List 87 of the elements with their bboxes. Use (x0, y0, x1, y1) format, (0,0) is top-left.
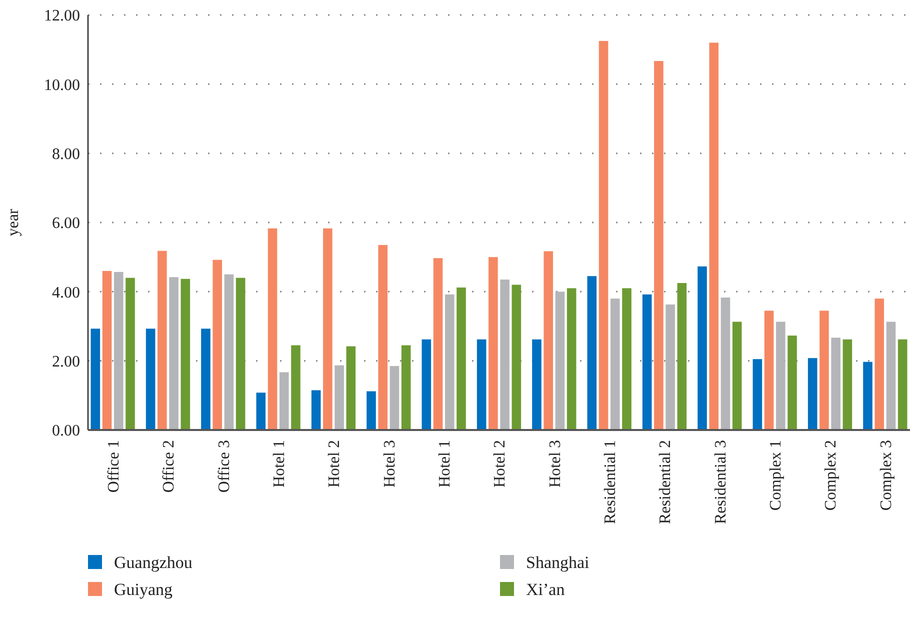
bar (456, 288, 466, 430)
bar (334, 365, 344, 430)
y-tick-label: 8.00 (52, 146, 80, 163)
bar (169, 277, 178, 430)
legend-label: Xi’an (526, 580, 566, 599)
y-tick-label: 10.00 (44, 76, 80, 94)
x-tick-label: Complex 2 (822, 440, 840, 511)
bar (323, 228, 332, 430)
bar (279, 372, 289, 430)
y-tick-label: 6.00 (52, 215, 80, 232)
bar (709, 42, 719, 430)
bar (126, 278, 135, 430)
bar (720, 298, 730, 430)
x-tick-label: Hotel 3 (381, 440, 398, 488)
bar (291, 345, 300, 430)
y-tick-label: 0.00 (52, 422, 80, 440)
bar (842, 339, 852, 430)
bar (544, 251, 554, 430)
bar (886, 322, 896, 430)
bar (598, 40, 608, 430)
bar (874, 298, 884, 430)
legend-label: Guiyang (114, 580, 174, 599)
bar (666, 304, 675, 430)
bar (488, 257, 498, 430)
bar (500, 280, 510, 430)
bar (444, 294, 454, 430)
bar (555, 292, 565, 430)
bar (532, 339, 542, 430)
x-tick-label: Residential 3 (712, 440, 730, 524)
bar (366, 391, 376, 430)
bar (764, 310, 774, 430)
bar (422, 339, 432, 430)
y-tick-label: 2.00 (52, 353, 80, 370)
x-tick-label: Residential 1 (602, 440, 619, 524)
x-tick-label: Hotel 2 (326, 440, 344, 488)
x-tick-label: Hotel 1 (436, 440, 454, 488)
bar (236, 278, 246, 430)
legend-label: Shanghai (526, 552, 590, 572)
bar (587, 276, 597, 430)
bar (566, 288, 576, 430)
bar (677, 283, 687, 430)
bar (610, 298, 620, 430)
bar (401, 345, 411, 430)
x-tick-label: Hotel 3 (546, 440, 564, 488)
bar (346, 346, 356, 430)
x-tick-label: Residential 2 (657, 440, 674, 524)
bar (311, 390, 321, 430)
bar (433, 258, 443, 430)
x-tick-label: Office 3 (216, 440, 233, 493)
bar (114, 272, 124, 430)
bar (898, 339, 908, 430)
bar (212, 260, 222, 430)
bar (158, 250, 167, 430)
bar (752, 359, 762, 430)
x-tick-label: Office 1 (105, 440, 122, 493)
bar (820, 310, 829, 430)
bar (512, 284, 522, 430)
bar (788, 336, 797, 430)
x-tick-label: Hotel 1 (270, 440, 288, 488)
bar (146, 328, 156, 430)
x-tick-label: Hotel 2 (492, 440, 509, 488)
bar (642, 294, 652, 430)
bar (268, 228, 278, 430)
bar (654, 60, 664, 430)
bar (732, 322, 742, 430)
x-tick-label: Complex 1 (767, 440, 784, 511)
bar (102, 270, 112, 430)
bar (622, 288, 632, 430)
bar (201, 328, 210, 430)
y-tick-label: 12.00 (44, 8, 80, 25)
bar (476, 339, 486, 430)
bar (256, 392, 266, 430)
bar (776, 322, 786, 430)
y-axis-title: year (5, 208, 22, 236)
bar (180, 278, 190, 430)
bar (863, 362, 872, 430)
bar (698, 266, 707, 430)
bar (90, 328, 100, 430)
x-tick-label: Complex 3 (878, 440, 895, 511)
bar (831, 338, 840, 430)
bar (378, 244, 388, 430)
legend-label: Guangzhou (114, 552, 193, 572)
bar (808, 358, 818, 430)
x-tick-label: Office 2 (160, 440, 178, 493)
bar (224, 274, 234, 430)
bar (390, 366, 400, 430)
y-tick-label: 4.00 (52, 284, 80, 302)
